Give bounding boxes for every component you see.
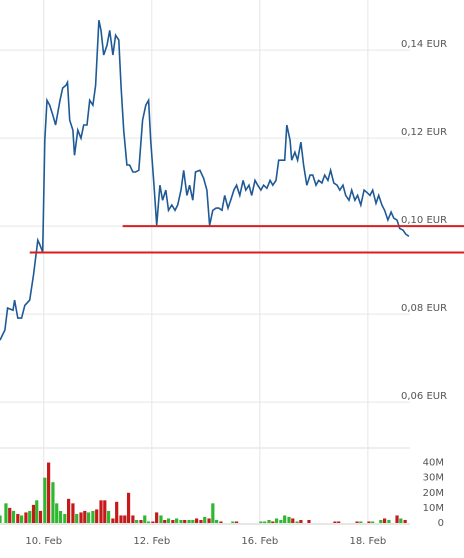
- volume-bar: [387, 519, 391, 523]
- volume-bar: [163, 519, 167, 523]
- volume-bar: [4, 503, 8, 523]
- volume-bar: [263, 521, 267, 523]
- volume-bar: [395, 515, 399, 523]
- volume-bar: [119, 515, 123, 523]
- volume-bar: [333, 521, 337, 523]
- volume-bar: [195, 518, 199, 523]
- y-tick-label: 0,12 EUR: [401, 127, 447, 138]
- volume-bar: [203, 516, 207, 523]
- y-tick-label: 0,14 EUR: [401, 39, 447, 50]
- volume-bar: [151, 521, 155, 523]
- volume-bar: [337, 521, 341, 523]
- volume-bar: [199, 519, 203, 523]
- volume-bar: [20, 515, 24, 523]
- volume-bar: [399, 518, 403, 523]
- volume-bar: [123, 515, 127, 523]
- x-tick-label: 16. Feb: [241, 536, 278, 547]
- volume-bar: [47, 462, 51, 523]
- y-tick-label: 0: [438, 518, 444, 529]
- y-tick-label: 0,10 EUR: [401, 215, 447, 226]
- price-line: [0, 20, 410, 341]
- volume-bar: [24, 512, 28, 523]
- volume-bar: [86, 512, 91, 523]
- volume-bar: [271, 521, 275, 523]
- volume-bar: [146, 521, 151, 523]
- volume-bar: [43, 477, 47, 523]
- volume-bar: [219, 521, 223, 523]
- volume-bar: [8, 507, 12, 523]
- volume-bar: [175, 518, 179, 523]
- volume-bar: [383, 518, 387, 523]
- volume-bar: [267, 519, 271, 523]
- volume-bar: [187, 519, 191, 523]
- y-tick-label: 40M: [423, 458, 444, 469]
- volume-bar: [131, 515, 135, 523]
- x-tick-label: 10. Feb: [25, 536, 62, 547]
- volume-bar: [55, 503, 59, 523]
- volume-bar: [259, 521, 263, 523]
- volume-bar: [299, 519, 303, 523]
- volume-bar: [63, 513, 67, 523]
- volume-bar: [166, 518, 171, 523]
- volume-bar: [106, 510, 111, 523]
- volume-bar: [159, 515, 163, 523]
- volume-bar: [231, 521, 235, 523]
- volume-bar: [143, 515, 147, 523]
- volume-bar: [58, 510, 63, 523]
- volume-bar: [28, 510, 32, 523]
- volume-bar: [359, 521, 363, 523]
- volume-bar: [379, 519, 383, 523]
- volume-bar: [0, 515, 2, 523]
- volume-bar: [71, 503, 75, 523]
- x-tick-label: 12. Feb: [133, 536, 170, 547]
- volume-bar: [79, 512, 83, 523]
- volume-bar: [38, 510, 43, 523]
- volume-bar: [215, 519, 219, 523]
- volume-bar: [115, 501, 119, 523]
- volume-bar: [207, 518, 211, 523]
- volume-bar: [31, 504, 36, 523]
- volume-bar: [191, 519, 195, 523]
- volume-bar: [403, 519, 407, 523]
- volume-bar: [211, 503, 215, 523]
- volume-bar: [171, 519, 175, 523]
- y-tick-label: 0,06 EUR: [401, 391, 447, 402]
- volume-bar: [367, 521, 371, 523]
- volume-bar: [371, 521, 375, 523]
- y-tick-label: 0,08 EUR: [401, 303, 447, 314]
- volume-bar: [183, 519, 187, 523]
- y-tick-label: 20M: [423, 488, 444, 499]
- volume-bar: [83, 510, 87, 523]
- volume-bar: [307, 519, 311, 523]
- volume-bar: [103, 500, 107, 523]
- volume-bar: [35, 500, 39, 523]
- volume-bar: [295, 521, 299, 523]
- volume-bar: [283, 515, 287, 523]
- volume-bar: [287, 516, 291, 523]
- volume-bar: [135, 519, 139, 523]
- volume-bar: [51, 482, 55, 523]
- volume-bar: [75, 513, 79, 523]
- y-tick-label: 10M: [423, 503, 444, 514]
- volume-bar: [179, 519, 183, 523]
- volume-bar: [139, 519, 143, 523]
- volume-bar: [235, 521, 239, 523]
- volume-bar: [99, 500, 103, 523]
- x-tick-label: 18. Feb: [349, 536, 386, 547]
- volume-bar: [67, 498, 71, 523]
- volume-bar: [355, 521, 359, 523]
- volume-bar: [16, 513, 20, 523]
- volume-bar: [291, 518, 295, 523]
- volume-bar: [126, 492, 131, 523]
- volume-bar: [279, 519, 283, 523]
- y-tick-label: 30M: [423, 473, 444, 484]
- volume-bar: [155, 512, 159, 523]
- volume-bar: [111, 518, 115, 523]
- volume-bar: [274, 518, 279, 523]
- volume-bar: [95, 509, 99, 523]
- volume-bar: [91, 510, 95, 523]
- volume-bar: [11, 510, 16, 523]
